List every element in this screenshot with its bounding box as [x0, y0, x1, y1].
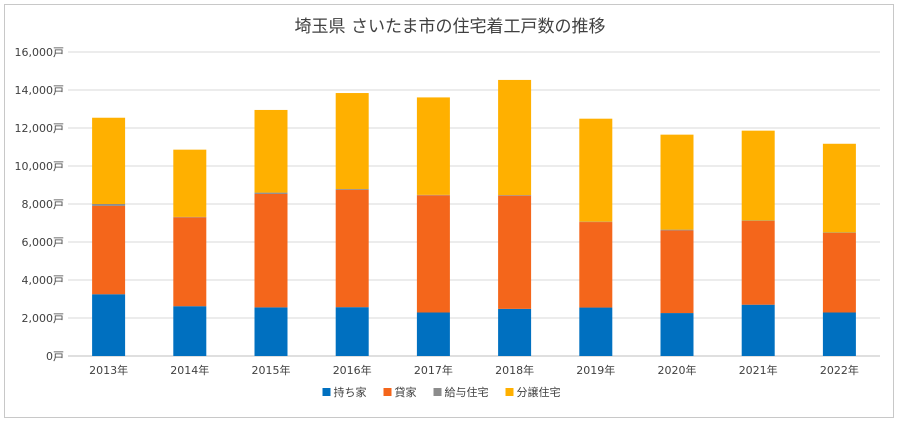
y-axis-tick-labels: 0戸 2,000戸 4,000戸 6,000戸 8,000戸 10,000戸 12,000戸…: [15, 46, 65, 363]
chart-title: 埼玉県 さいたま市の住宅着工戸数の推移: [295, 17, 606, 37]
bar-segment: [335, 189, 369, 308]
x-tick-label: 2019年: [576, 363, 615, 377]
bar-segment: [741, 220, 775, 305]
bar-segment: [92, 117, 126, 204]
bar-segment: [173, 306, 207, 356]
x-tick-label: 2020年: [658, 363, 697, 377]
bar-segment: [498, 79, 532, 196]
y-tick-label: 0戸: [46, 350, 64, 363]
bar-segment: [579, 118, 613, 222]
legend-label: 分譲住宅: [517, 385, 561, 399]
bar-segment: [92, 205, 126, 295]
y-tick-label: 4,000戸: [22, 274, 65, 287]
legend: 持ち家 貸家 給与住宅 分譲住宅: [322, 385, 561, 399]
legend-label: 持ち家: [334, 385, 367, 399]
bar-segment: [254, 192, 288, 194]
bar-segment: [660, 134, 694, 230]
legend-label: 貸家: [395, 385, 417, 399]
bar-segment: [579, 222, 613, 308]
bar-segment: [335, 307, 369, 356]
x-tick-label: 2022年: [820, 363, 859, 377]
bar-segment: [416, 312, 450, 356]
bar-segment: [741, 304, 775, 356]
legend-label: 給与住宅: [445, 385, 489, 399]
bar-segment: [335, 188, 369, 190]
x-tick-label: 2015年: [252, 363, 291, 377]
bar-segment: [173, 149, 207, 217]
bar-segment: [822, 143, 856, 233]
bar-segment: [416, 195, 450, 313]
legend-swatch: [322, 388, 331, 396]
legend-swatch: [505, 388, 514, 396]
x-tick-label: 2014年: [170, 363, 209, 377]
bar-segment: [498, 195, 532, 196]
bar-segment: [254, 193, 288, 308]
bar-segment: [173, 217, 207, 307]
y-tick-label: 14,000戸: [15, 84, 65, 97]
bar-segment: [92, 204, 126, 206]
bar-segment: [254, 307, 288, 356]
x-tick-label: 2013年: [89, 363, 128, 377]
bar-segment: [741, 130, 775, 221]
bar-segment: [498, 308, 532, 356]
y-tick-label: 2,000戸: [22, 312, 65, 325]
bar-segment: [822, 232, 856, 313]
bar-segment: [92, 294, 126, 356]
bar-segment: [660, 313, 694, 356]
x-tick-label: 2017年: [414, 363, 453, 377]
x-tick-label: 2018年: [495, 363, 534, 377]
y-tick-label: 12,000戸: [15, 122, 65, 135]
bar-segment: [579, 307, 613, 356]
legend-swatch: [383, 388, 392, 396]
y-tick-label: 10,000戸: [15, 160, 65, 173]
bar-segment: [660, 230, 694, 314]
bar-segment: [822, 312, 856, 356]
x-axis-tick-labels: 2013年 2014年 2015年 2016年 2017年 2018年 2019年 2020年…: [89, 363, 859, 377]
bars: [92, 79, 856, 356]
x-tick-label: 2021年: [739, 363, 778, 377]
bar-segment: [335, 93, 369, 189]
y-tick-label: 8,000戸: [22, 198, 65, 211]
y-tick-label: 6,000戸: [22, 236, 65, 249]
bar-segment: [416, 97, 450, 195]
legend-swatch: [433, 388, 442, 396]
bar-segment: [254, 109, 288, 193]
x-tick-label: 2016年: [333, 363, 372, 377]
bar-segment: [660, 229, 694, 231]
bar-segment: [498, 195, 532, 309]
y-tick-label: 16,000戸: [15, 46, 65, 59]
